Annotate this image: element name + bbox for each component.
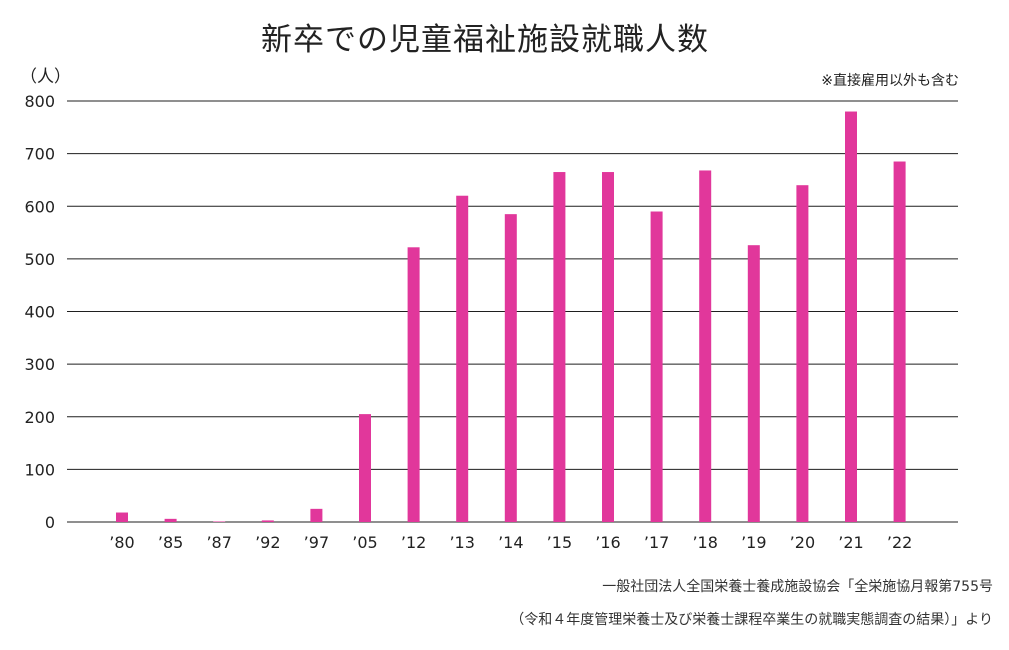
bar-13 — [747, 245, 760, 522]
source-line-2: （令和４年度管理栄養士及び栄養士課程卒業生の就職実態調査の結果）」より — [510, 612, 993, 628]
x-tick-label: ’80 — [109, 533, 134, 552]
chart-note: ※直接雇用以外も含む — [821, 73, 959, 89]
x-tick-label: ’21 — [838, 533, 863, 552]
x-tick-label: ’19 — [741, 533, 766, 552]
y-tick-label: 300 — [24, 355, 55, 374]
bar-7 — [456, 195, 469, 522]
bar-9 — [553, 172, 566, 522]
y-axis-unit-label: （人） — [20, 67, 71, 87]
x-tick-label: ’05 — [352, 533, 377, 552]
bar-15 — [845, 111, 857, 523]
x-tick-label: ’16 — [595, 533, 620, 552]
x-tick-label: ’97 — [304, 533, 329, 552]
bar-4 — [310, 508, 323, 522]
bar-2 — [213, 521, 226, 522]
x-tick-label: ’14 — [498, 533, 523, 552]
bar-1 — [164, 518, 177, 522]
bar-14 — [796, 185, 809, 522]
x-tick-label: ’18 — [692, 533, 717, 552]
y-tick-label: 400 — [24, 303, 55, 322]
bar-3 — [261, 520, 274, 522]
y-tick-label: 600 — [24, 197, 55, 216]
y-axis-ticks: 0 100 200 300 400 500 600 700 800 — [24, 92, 55, 532]
bar-11 — [650, 211, 663, 522]
x-tick-label: ’17 — [644, 533, 669, 552]
y-tick-label: 700 — [24, 145, 55, 164]
bar-16 — [893, 161, 906, 523]
bars — [116, 111, 906, 523]
x-tick-label: ’15 — [547, 533, 572, 552]
y-tick-label: 200 — [24, 408, 55, 427]
y-tick-label: 0 — [45, 513, 55, 532]
bar-12 — [699, 170, 712, 522]
x-tick-label: ’87 — [206, 533, 231, 552]
x-tick-label: ’20 — [790, 533, 815, 552]
bar-0 — [116, 512, 128, 522]
y-tick-label: 500 — [24, 250, 55, 269]
bar-8 — [504, 214, 517, 523]
y-tick-label: 100 — [24, 460, 55, 479]
x-tick-label: ’22 — [887, 533, 912, 552]
bar-5 — [359, 414, 371, 522]
source-line-1: 一般社団法人全国栄養士養成施設協会「全栄施協月報第755号 — [602, 579, 993, 595]
bar-6 — [407, 247, 420, 523]
bar-10 — [602, 172, 614, 522]
x-tick-label: ’85 — [158, 533, 183, 552]
x-axis-ticks: ’80 ’85 ’87 ’92 ’97 ’05 ’12 ’13 ’14 ’15 ’16 ’17 ’18 ’… — [109, 533, 912, 552]
x-tick-label: ’13 — [449, 533, 474, 552]
x-tick-label: ’12 — [401, 533, 426, 552]
chart-title: 新卒での児童福祉施設就職人数 — [261, 22, 709, 58]
y-tick-label: 800 — [24, 92, 55, 111]
x-tick-label: ’92 — [255, 533, 280, 552]
